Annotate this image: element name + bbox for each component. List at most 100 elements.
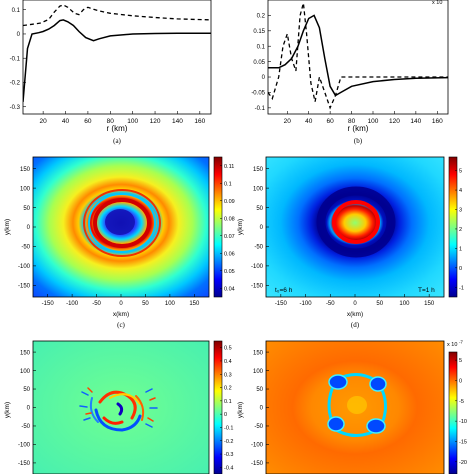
panel-d-annotation-left: t₀=6 h <box>275 287 293 294</box>
panel-e-colorbar-tick-label: -0.3 <box>224 452 233 458</box>
panel-f-y-tick-label: 50 <box>256 387 263 393</box>
panel-e-colorbar-tick-label: -0.2 <box>224 439 233 445</box>
panel-b-x-tick-label: 60 <box>327 118 335 125</box>
panel-d-annotation-right: T=1 h <box>418 287 435 294</box>
panel-d-x-tick-label: -50 <box>326 301 335 307</box>
panel-d-y-tick-label: 100 <box>253 186 264 192</box>
panel-f-colorbar-tick-label: 5 <box>459 358 462 364</box>
panel-b-x-tick-label: 100 <box>368 118 379 125</box>
panel-d-y-ticks: 150 100 50 0 -50 -100 -150 <box>251 167 269 290</box>
panel-c-x-tick-label: 100 <box>165 301 176 307</box>
panel-f-lobe-3 <box>366 418 386 434</box>
panel-c-colorbar-tick-label: 0.09 <box>224 199 235 205</box>
panel-a: 0.1 0 -0.1 -0.2 -0.3 20 40 60 80 100 120 140 160 r … <box>10 0 212 145</box>
panel-e-y-label: y(km) <box>4 402 11 418</box>
panel-f-y-label: y(km) <box>237 402 244 418</box>
panel-b-y-tick-label: 0.1 <box>257 44 266 50</box>
panel-b-y-ticks: 0.2 0.15 0.1 0.05 0 -0.05 -0.1 <box>251 14 271 112</box>
panel-c-y-tick-label: 150 <box>20 167 31 173</box>
panel-f-y-tick-label: -150 <box>251 461 264 467</box>
panel-d-x-tick-label: 150 <box>424 301 435 307</box>
panel-b-axes <box>267 0 449 115</box>
panel-d-colorbar-tick-label: 4 <box>459 188 462 194</box>
panel-a-y-tick-label: -0.1 <box>10 56 21 62</box>
panel-a-solid-line <box>23 19 211 102</box>
panel-a-y-ticks: 0.1 0 -0.1 -0.2 -0.3 <box>10 8 26 111</box>
panel-e-y-tick-label: 150 <box>20 350 31 356</box>
panel-c-colorbar-ticks: 0.11 0.1 0.09 0.08 0.07 0.06 0.05 0.04 <box>220 164 235 292</box>
panel-e-colorbar-tick-label: 0.1 <box>224 399 232 405</box>
panel-c-colorbar <box>213 156 223 298</box>
panel-b-y-tick-label: 0.2 <box>257 14 266 20</box>
panel-a-x-ticks: 20 40 60 80 100 120 140 160 <box>40 111 206 125</box>
panel-e-colorbar <box>213 340 223 474</box>
panel-e-y-tick-label: -100 <box>18 443 31 449</box>
panel-a-x-tick-label: 120 <box>150 118 161 125</box>
panel-c-outer-ring <box>83 189 161 257</box>
panel-e-spiral-pattern <box>79 387 158 432</box>
panel-d-y-label: y(km) <box>237 219 244 235</box>
panel-e-y-tick-label: 50 <box>23 387 30 393</box>
panel-c-x-tick-label: 0 <box>119 301 123 307</box>
panel-d-y-tick-label: 150 <box>253 167 264 173</box>
panel-b-x-tick-label: 140 <box>410 118 421 125</box>
panel-c-x-tick-label: 50 <box>142 301 149 307</box>
panel-e-colorbar-tick-label: 0 <box>224 412 227 418</box>
panel-b-x-tick-label: 20 <box>284 118 292 125</box>
panel-a-x-tick-label: 100 <box>127 118 138 125</box>
panel-c-colorbar-tick-label: 0.04 <box>224 286 235 292</box>
panel-d-x-ticks: -150 -100 -50 0 50 100 150 <box>275 294 435 307</box>
panel-e-colorbar-tick-label: 0.3 <box>224 372 232 378</box>
panel-d-x-tick-label: -150 <box>275 301 288 307</box>
panel-c-x-tick-label: 150 <box>189 301 200 307</box>
panel-c-cyan-ring <box>88 193 156 253</box>
panel-c-y-tick-label: 100 <box>20 186 31 192</box>
panel-b-x-tick-label: 80 <box>348 118 356 125</box>
panel-c-y-ticks: 150 100 50 0 -50 -100 -150 <box>18 167 36 290</box>
panel-d-colorbar-tick-label: 5 <box>459 169 462 175</box>
panel-d-y-tick-label: -100 <box>251 264 264 270</box>
panel-d-y-tick-label: -150 <box>251 284 264 290</box>
panel-d-colorbar-tick-label: -1 <box>459 285 464 291</box>
panel-c-x-tick-label: -100 <box>66 301 79 307</box>
panel-b-exponent: x 10 <box>432 0 442 6</box>
panel-a-y-tick-label: 0 <box>17 32 21 38</box>
panel-c-y-tick-label: 50 <box>23 206 30 212</box>
panel-f-y-tick-label: -50 <box>254 424 263 430</box>
panel-d-x-tick-label: -100 <box>300 301 313 307</box>
panel-b-y-tick-label: -0.1 <box>255 106 266 112</box>
panel-b-x-label: r (km) <box>348 124 369 133</box>
panel-c-y-tick-label: -50 <box>21 245 30 251</box>
panel-a-x-tick-label: 160 <box>194 118 205 125</box>
panel-d-x-tick-label: 50 <box>376 301 383 307</box>
panel-d-colorbar-tick-label: 1 <box>459 246 462 252</box>
panel-e-colorbar-tick-label: 0.5 <box>224 346 232 352</box>
panel-d-x-tick-label: 0 <box>353 301 357 307</box>
panel-c-colorbar-tick-label: 0.1 <box>224 181 232 187</box>
panel-f-colorbar-tick-label: -15 <box>459 439 467 445</box>
panel-b-y-tick-label: 0.15 <box>253 29 265 35</box>
panel-b-x-ticks: 20 40 60 80 100 120 140 160 <box>284 111 443 125</box>
panel-c-colorbar-tick-label: 0.11 <box>224 164 234 170</box>
panel-f-colorbar-tick-label: -20 <box>459 460 467 466</box>
panel-a-x-tick-label: 40 <box>62 118 70 125</box>
panel-b-caption: (b) <box>354 137 363 145</box>
panel-c-colorbar-tick-label: 0.07 <box>224 234 235 240</box>
panel-d-colorbar <box>448 156 458 298</box>
panel-a-dashed-line <box>23 4 211 27</box>
panel-c-caption: (c) <box>117 321 125 329</box>
panel-d-colorbar-tick-label: 2 <box>459 227 462 233</box>
panel-c-x-tick-label: -50 <box>92 301 101 307</box>
panel-c-y-tick-label: -100 <box>18 264 31 270</box>
panel-f-lobe-2 <box>369 376 387 392</box>
panel-f-colorbar-tick-label: -10 <box>459 419 467 425</box>
panel-a-x-label: r (km) <box>107 124 128 133</box>
panel-c-colorbar-tick-label: 0.06 <box>224 251 235 257</box>
panel-c-colorbar-tick-label: 0.05 <box>224 269 235 275</box>
panel-f-lobe-4 <box>327 416 345 432</box>
panel-d-dark-annulus <box>316 186 396 258</box>
panel-d-y-tick-label: 0 <box>260 225 264 231</box>
panel-a-y-tick-label: -0.2 <box>10 81 21 87</box>
panel-e: 150 100 50 0 -50 -100 -150 0.5 0.4 0.3 0.2 0.1 0 -0.… <box>4 340 233 474</box>
panel-e-y-tick-label: -50 <box>21 424 30 430</box>
